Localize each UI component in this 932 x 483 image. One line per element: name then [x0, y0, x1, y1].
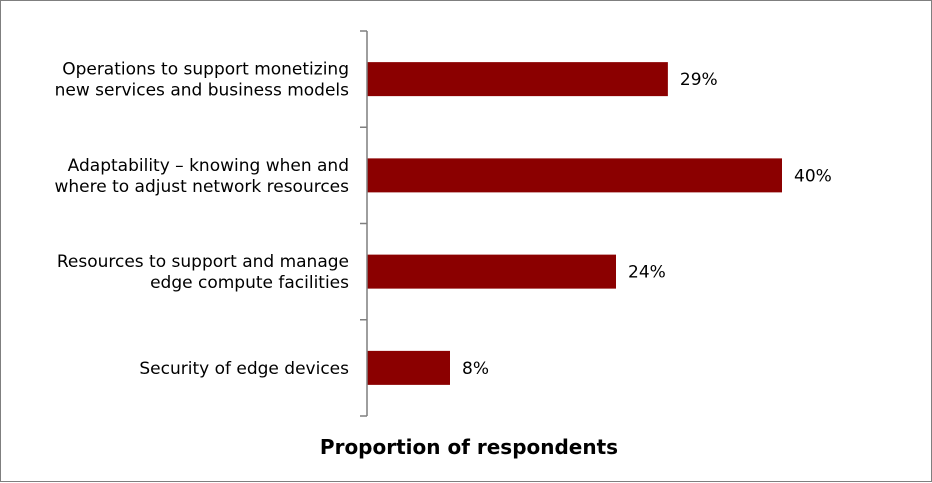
category-label: Operations to support monetizing new serv… — [55, 60, 350, 101]
category-label: Resources to support and manage edge comp… — [57, 252, 349, 293]
labels-layer: 29% Operations to support monetizing new s… — [54, 60, 831, 379]
category-label-line: Adaptability – knowing when and — [68, 156, 349, 176]
category-label-line: edge compute facilities — [150, 273, 349, 293]
category-label: Adaptability – knowing when and where to … — [54, 156, 349, 197]
y-axis — [360, 30, 368, 417]
bar — [367, 62, 668, 97]
category-label-line: Operations to support monetizing — [62, 60, 349, 80]
category-label-line: where to adjust network resources — [54, 177, 349, 197]
category-label-line: Resources to support and manage — [57, 252, 349, 272]
data-label: 24% — [628, 263, 666, 283]
bar — [367, 158, 782, 193]
category-label-line: new services and business models — [55, 81, 350, 101]
data-label: 40% — [794, 166, 832, 186]
x-axis-title: Proportion of respondents — [320, 435, 618, 459]
data-label: 29% — [680, 70, 718, 90]
bar — [367, 254, 616, 289]
bars-layer — [367, 62, 782, 385]
category-label-line: Security of edge devices — [139, 359, 349, 379]
bar — [367, 350, 450, 385]
category-label: Security of edge devices — [139, 359, 349, 379]
data-label: 8% — [462, 359, 489, 379]
